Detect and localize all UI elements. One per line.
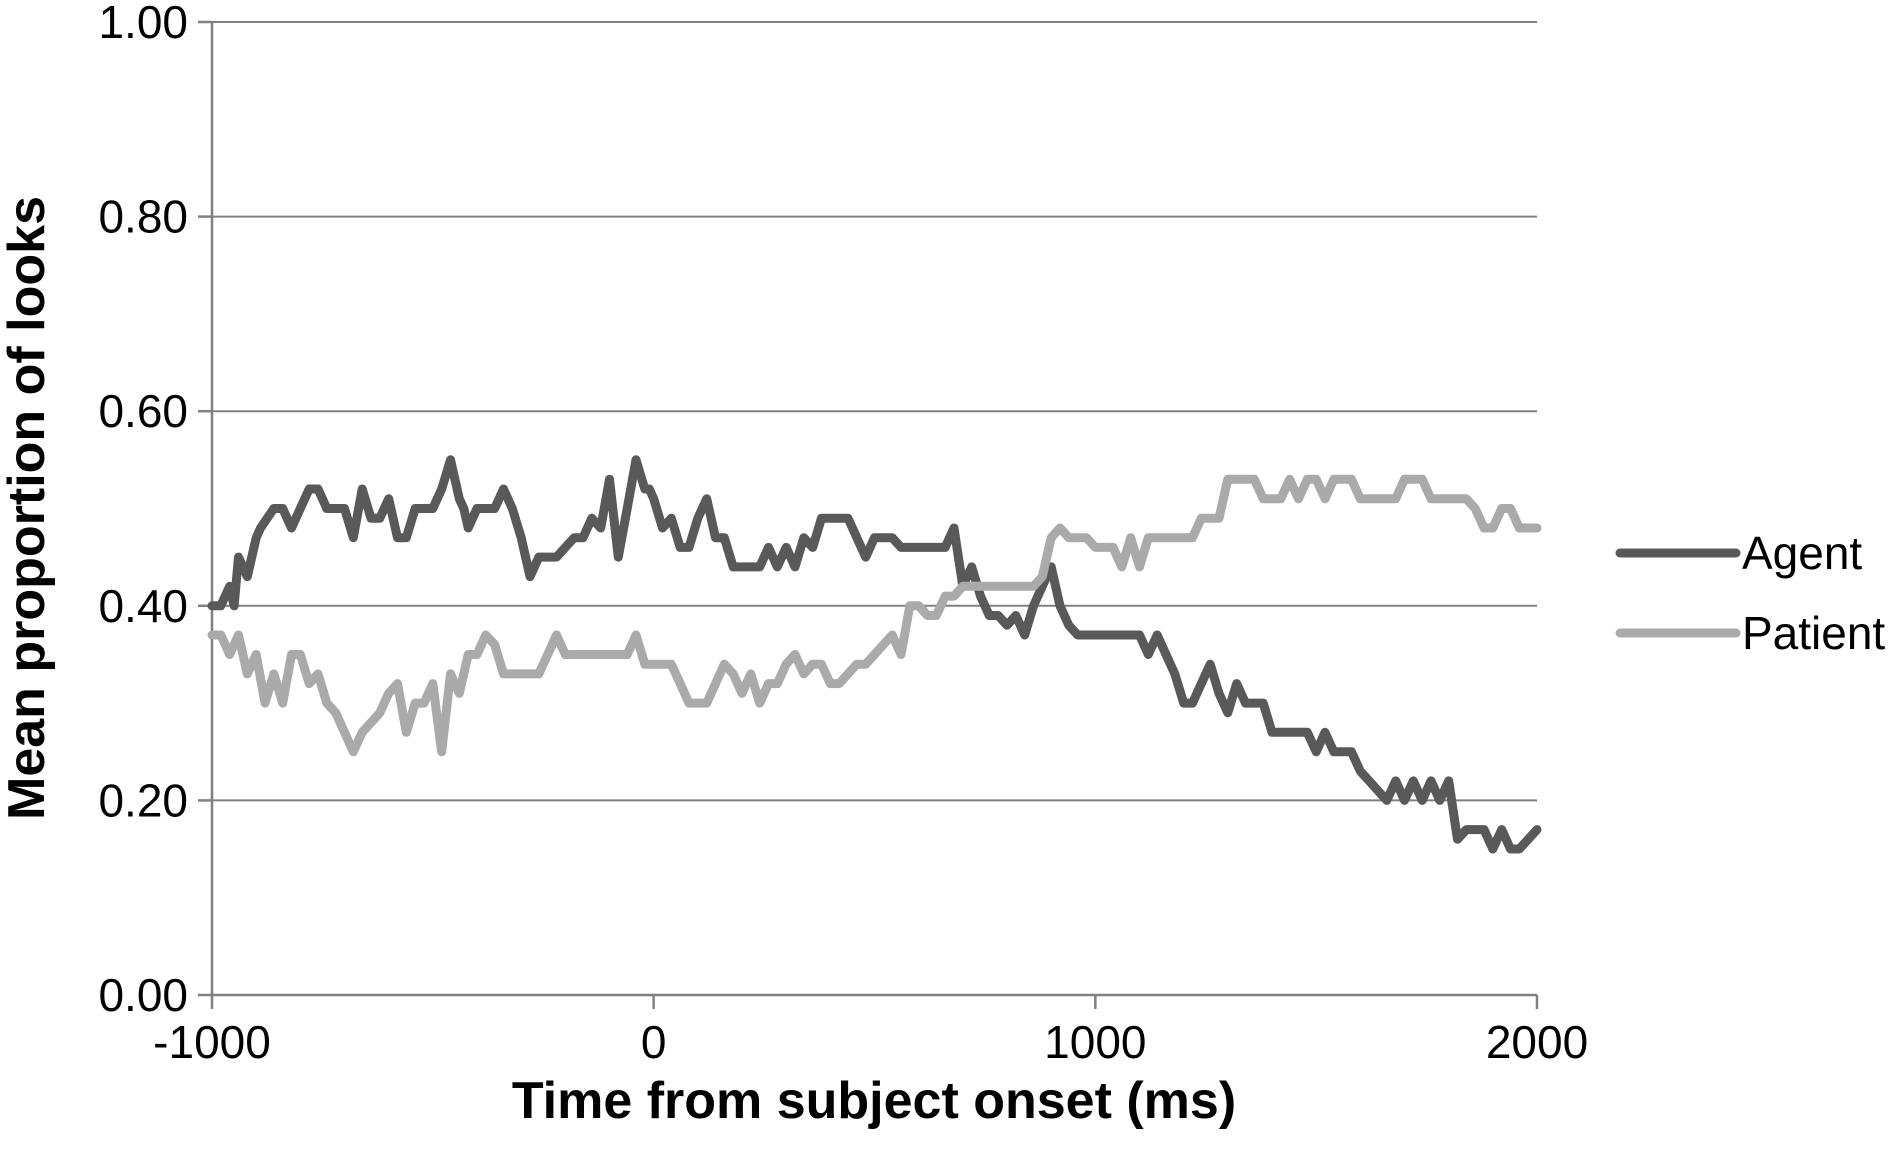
y-tick-label: 0.40 <box>98 580 188 632</box>
y-tick-label: 0.00 <box>98 969 188 1021</box>
y-tick-label: 0.80 <box>98 191 188 243</box>
x-tick-label: 0 <box>641 1016 667 1068</box>
series-lines <box>207 455 1542 854</box>
legend-label-patient: Patient <box>1742 607 1885 659</box>
y-axis-title: Mean proportion of looks <box>0 196 56 820</box>
axes <box>210 22 1537 997</box>
y-tick-label: 0.60 <box>98 385 188 437</box>
legend: Agent Patient <box>1615 527 1885 659</box>
x-tick-label: 1000 <box>1044 1016 1146 1068</box>
y-tick-labels: 0.00 0.20 0.40 0.60 0.80 1.00 <box>98 0 188 1021</box>
x-tick-label: 2000 <box>1486 1016 1588 1068</box>
series-line-agent <box>207 455 1542 854</box>
series-line-patient <box>207 474 1542 757</box>
legend-label-agent: Agent <box>1742 527 1862 579</box>
gridlines <box>198 20 1539 1009</box>
y-tick-label: 0.20 <box>98 774 188 826</box>
x-axis-title: Time from subject onset (ms) <box>512 1072 1236 1130</box>
x-tick-label: -1000 <box>153 1016 271 1068</box>
x-tick-labels: -1000 0 1000 2000 <box>153 1016 1588 1068</box>
y-tick-label: 1.00 <box>98 0 188 48</box>
